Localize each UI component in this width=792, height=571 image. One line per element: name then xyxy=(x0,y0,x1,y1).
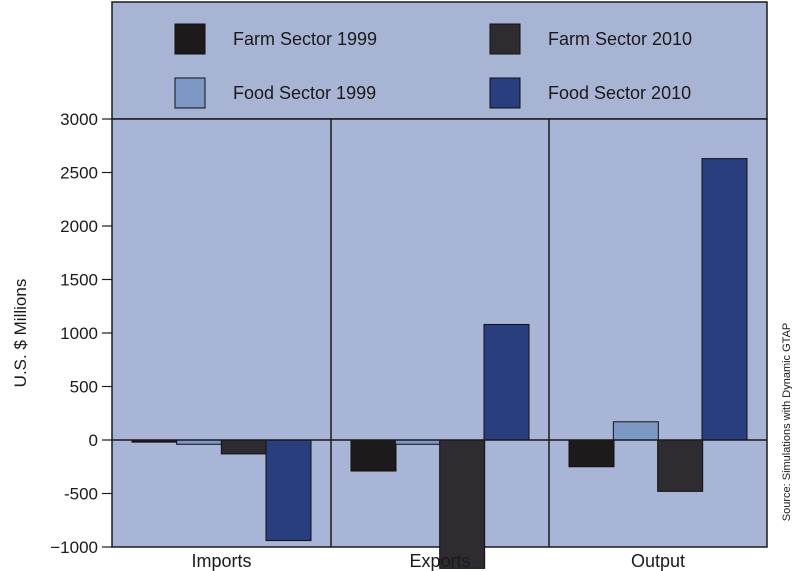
y-tick-label: 2000 xyxy=(60,217,98,236)
source-note: Source: Simulations with Dynamic GTAP xyxy=(781,323,792,521)
y-tick-label: -500 xyxy=(64,485,98,504)
legend-swatch xyxy=(174,23,206,55)
y-tick-label: 0 xyxy=(89,431,98,450)
bar xyxy=(265,439,312,542)
y-tick-label: 500 xyxy=(70,378,98,397)
legend-label: Farm Sector 1999 xyxy=(233,29,377,49)
legend: Farm Sector 1999 Farm Sector 2010 Food Sec… xyxy=(174,23,692,109)
bar xyxy=(568,439,615,468)
legend-swatch xyxy=(174,77,206,109)
y-tick-label: 2500 xyxy=(60,164,98,183)
y-tick-label: 1500 xyxy=(60,271,98,290)
y-axis: 3000 2500 2000 1500 1000 500 0 -500 −1000 xyxy=(50,110,112,557)
legend-swatch xyxy=(489,23,521,55)
x-category-label: Imports xyxy=(191,551,251,571)
legend-label: Food Sector 1999 xyxy=(233,83,376,103)
category-dividers xyxy=(330,119,550,547)
bar xyxy=(439,439,486,569)
x-category-label: Output xyxy=(631,551,685,571)
bar xyxy=(657,439,704,492)
bar xyxy=(483,323,530,441)
y-tick-label: −1000 xyxy=(50,538,98,557)
y-axis-label: U.S. $ Millions xyxy=(11,279,30,388)
y-tick-label: 3000 xyxy=(60,110,98,129)
y-tick-label: 1000 xyxy=(60,324,98,343)
bar xyxy=(350,439,397,472)
legend-label: Farm Sector 2010 xyxy=(548,29,692,49)
legend-label: Food Sector 2010 xyxy=(548,83,691,103)
x-category-label: Exports xyxy=(409,551,470,571)
legend-swatch xyxy=(489,77,521,109)
bar xyxy=(612,421,659,441)
legend-panel xyxy=(111,1,768,120)
bars xyxy=(131,158,748,569)
bar xyxy=(701,158,748,441)
bar xyxy=(220,439,267,455)
x-axis: Imports Exports Output xyxy=(191,551,685,571)
